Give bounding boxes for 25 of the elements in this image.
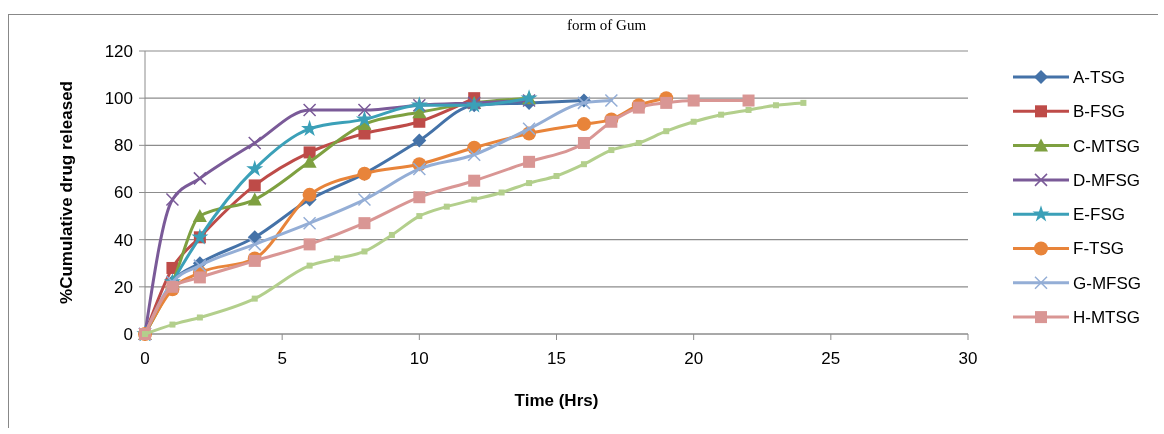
y-tick-label: 100 [104, 89, 133, 109]
y-tick-label: 120 [104, 41, 133, 61]
x-tick-label: 10 [409, 349, 429, 368]
x-axis-title: Time (Hrs) [514, 391, 599, 410]
legend-label: B-FSG [1073, 102, 1125, 122]
y-tick-label: 80 [114, 136, 133, 156]
legend-label: D-MFSG [1073, 170, 1141, 190]
x-tick-label: 20 [684, 349, 704, 368]
legend-label: C-MTSG [1073, 136, 1141, 156]
x-tick-label: 5 [277, 349, 287, 368]
y-tick-label: 40 [114, 230, 133, 250]
legend-label: A-TSG [1073, 67, 1125, 87]
chart-title: form of Gum [566, 17, 647, 33]
legend-label: H-MTSG [1073, 308, 1141, 328]
y-tick-label: 0 [123, 324, 133, 344]
legend-label: G-MFSG [1073, 273, 1141, 293]
y-tick-label: 60 [114, 183, 133, 203]
x-tick-label: 30 [958, 349, 978, 368]
legend-label: E-FSG [1073, 205, 1125, 225]
y-axis-title: %Cumulative drug released [57, 81, 76, 304]
x-tick-label: 0 [140, 349, 150, 368]
y-tick-label: 20 [114, 277, 133, 297]
x-tick-label: 25 [821, 349, 841, 368]
legend-label: F-TSG [1073, 239, 1124, 259]
x-tick-label: 15 [547, 349, 566, 368]
